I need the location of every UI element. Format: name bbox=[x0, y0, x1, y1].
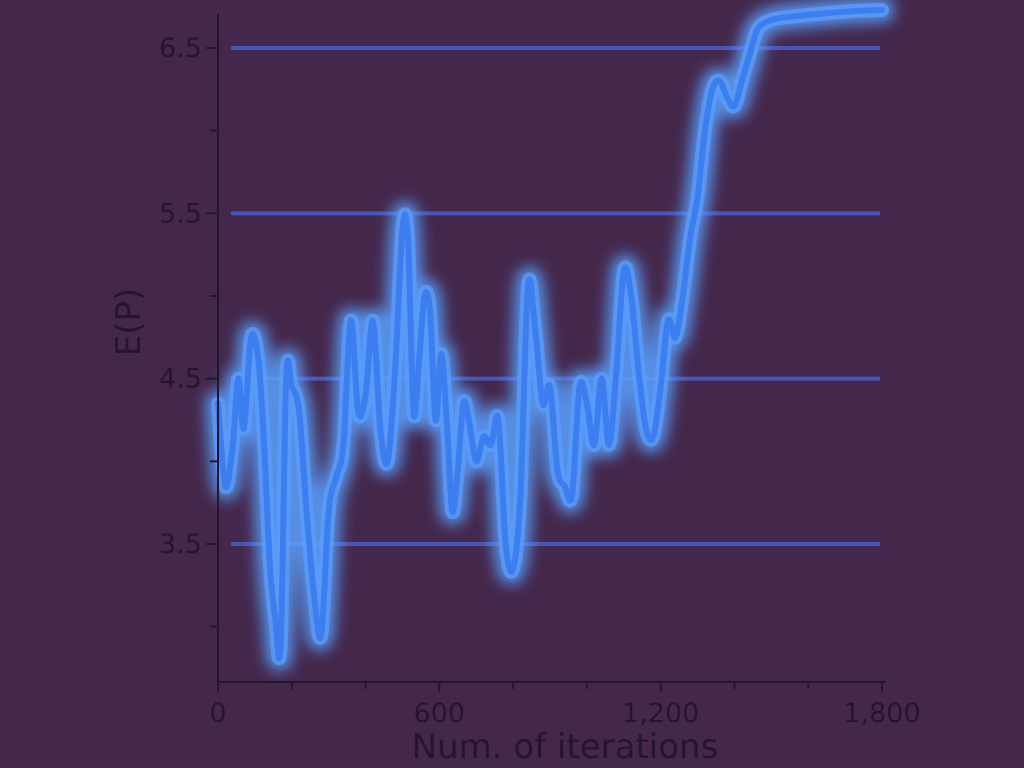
series-line bbox=[215, 7, 885, 662]
x-tick-label: 1,200 bbox=[622, 698, 699, 729]
axis-labels: Num. of iterations E(P) 3.5 4.5 5.5 6.5 0 600… bbox=[109, 33, 921, 767]
y-tick-label: 3.5 bbox=[159, 529, 202, 560]
x-tick-label: 0 bbox=[209, 698, 226, 729]
y-axis-title: E(P) bbox=[109, 288, 149, 357]
y-tick-label: 6.5 bbox=[159, 33, 202, 64]
x-tick-label: 600 bbox=[414, 698, 466, 729]
axes bbox=[206, 14, 886, 692]
x-tick-label: 1,800 bbox=[843, 698, 920, 729]
series-group bbox=[205, 0, 895, 672]
x-axis-title: Num. of iterations bbox=[412, 727, 719, 767]
y-tick-label: 5.5 bbox=[159, 198, 202, 229]
y-tick-label: 4.5 bbox=[159, 364, 202, 395]
